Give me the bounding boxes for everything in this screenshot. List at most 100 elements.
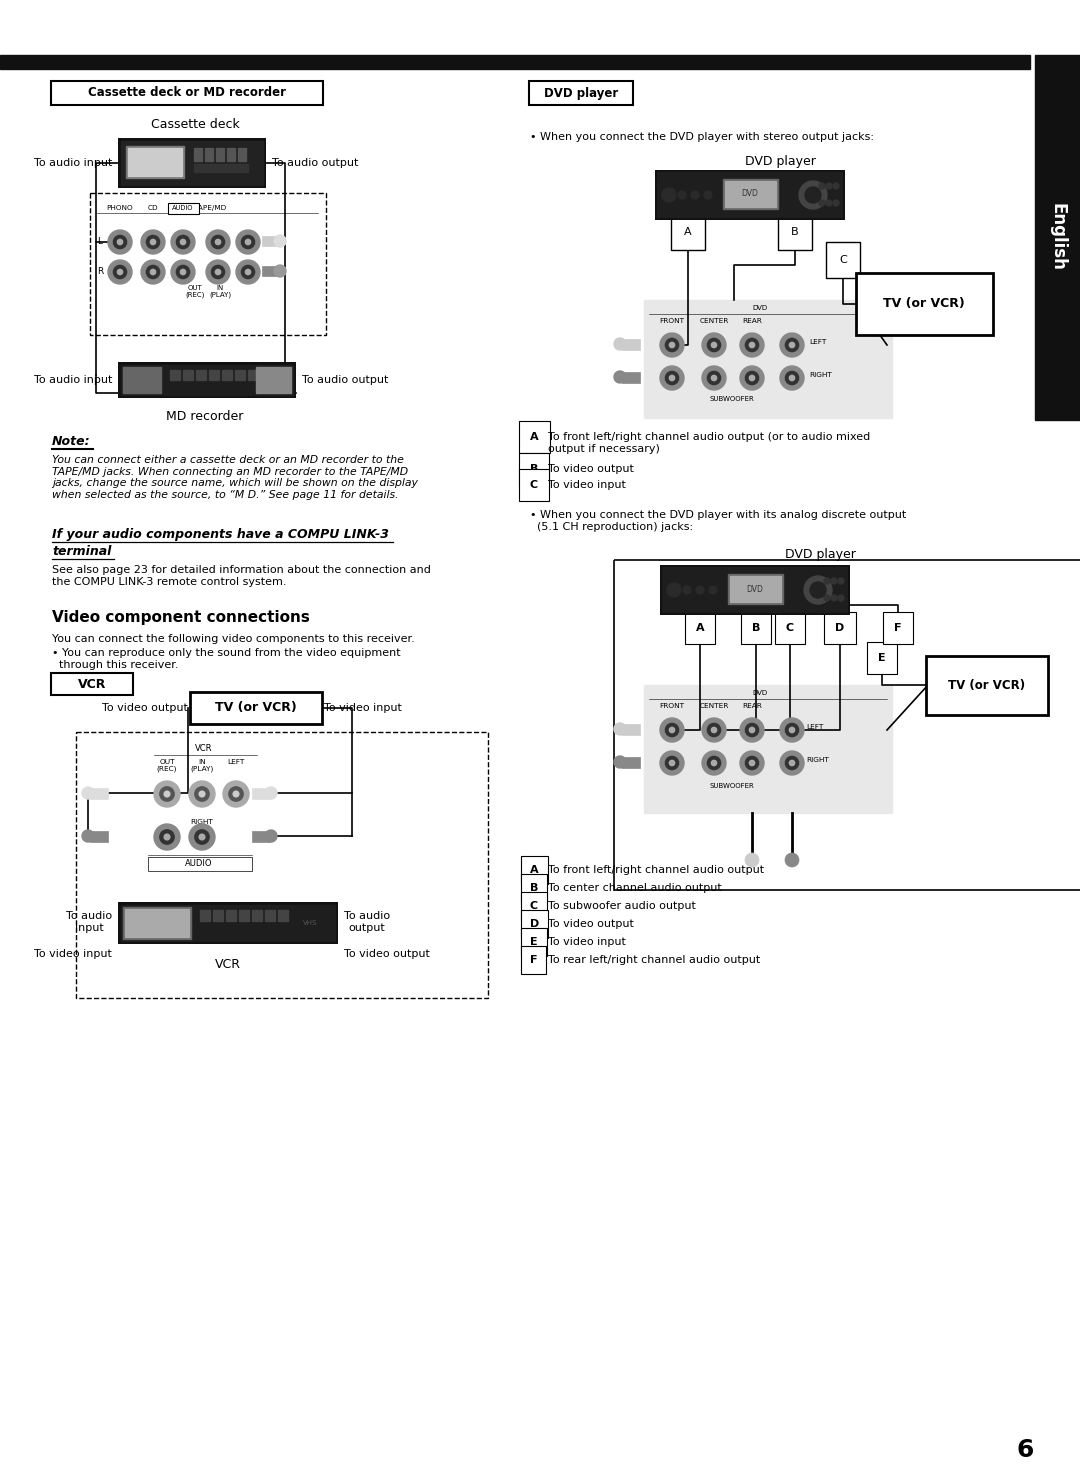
Text: TV (or VCR): TV (or VCR) — [948, 679, 1026, 691]
Text: MD recorder: MD recorder — [166, 409, 244, 423]
Circle shape — [212, 265, 225, 279]
Circle shape — [740, 750, 764, 776]
Circle shape — [702, 718, 726, 742]
Text: C: C — [839, 255, 847, 265]
Circle shape — [147, 236, 160, 249]
Text: To center channel audio output: To center channel audio output — [548, 882, 721, 893]
Circle shape — [108, 230, 132, 254]
Text: OUT
(REC): OUT (REC) — [157, 759, 177, 773]
Circle shape — [199, 833, 205, 839]
Circle shape — [785, 724, 798, 737]
Text: C: C — [786, 623, 794, 633]
Circle shape — [245, 239, 251, 245]
Bar — [123, 366, 161, 393]
Text: AUDIO: AUDIO — [172, 205, 193, 211]
Circle shape — [833, 200, 839, 206]
Text: Note:: Note: — [52, 435, 91, 448]
Bar — [227, 148, 235, 162]
Text: If your audio components have a COMPU LINK-3: If your audio components have a COMPU LI… — [52, 528, 389, 541]
Bar — [121, 141, 264, 185]
Circle shape — [194, 830, 210, 844]
Circle shape — [222, 782, 249, 807]
Circle shape — [665, 724, 678, 737]
Bar — [252, 911, 262, 921]
Text: DVD: DVD — [746, 584, 764, 593]
Text: A: A — [696, 623, 704, 633]
Circle shape — [660, 366, 684, 390]
Circle shape — [789, 375, 795, 381]
Circle shape — [82, 787, 94, 799]
Text: REAR: REAR — [742, 703, 761, 709]
Circle shape — [274, 265, 286, 277]
Text: OUT
(REC): OUT (REC) — [186, 285, 205, 298]
Text: A: A — [530, 432, 539, 442]
Circle shape — [810, 581, 826, 598]
Bar — [654, 171, 845, 219]
Bar — [1035, 55, 1080, 420]
Circle shape — [237, 230, 260, 254]
Circle shape — [113, 265, 126, 279]
Circle shape — [789, 343, 795, 347]
Circle shape — [206, 230, 230, 254]
Bar — [728, 574, 783, 604]
Text: CENTER: CENTER — [700, 317, 729, 323]
Text: L: L — [97, 237, 103, 246]
Circle shape — [670, 727, 675, 733]
Text: DVD: DVD — [742, 190, 758, 199]
Text: F: F — [530, 955, 538, 965]
Text: A: A — [530, 865, 539, 875]
Circle shape — [615, 756, 626, 768]
Circle shape — [141, 260, 165, 285]
Text: To audio input: To audio input — [33, 159, 112, 168]
Text: REAR: REAR — [742, 317, 761, 323]
Text: TAPE/MD: TAPE/MD — [194, 205, 226, 211]
Bar — [622, 340, 640, 350]
Text: A: A — [685, 227, 692, 237]
Text: Cassette deck or MD recorder: Cassette deck or MD recorder — [87, 86, 286, 99]
Circle shape — [108, 260, 132, 285]
Text: RIGHT: RIGHT — [190, 819, 214, 825]
Bar — [265, 911, 275, 921]
Bar — [222, 369, 232, 380]
Circle shape — [707, 371, 720, 384]
Circle shape — [702, 366, 726, 390]
Circle shape — [785, 756, 798, 770]
Text: VHS: VHS — [302, 919, 318, 925]
Bar — [90, 830, 108, 842]
FancyBboxPatch shape — [926, 655, 1048, 715]
Circle shape — [780, 750, 804, 776]
Bar — [121, 905, 335, 942]
Bar — [129, 148, 183, 176]
Circle shape — [831, 578, 837, 584]
Circle shape — [245, 270, 251, 274]
Circle shape — [118, 270, 123, 274]
Circle shape — [678, 191, 686, 199]
Circle shape — [804, 575, 832, 604]
Circle shape — [82, 830, 94, 842]
Circle shape — [707, 724, 720, 737]
Text: Video component connections: Video component connections — [52, 610, 310, 624]
Circle shape — [824, 595, 831, 601]
Text: IN
(PLAY): IN (PLAY) — [208, 285, 231, 298]
Circle shape — [819, 182, 825, 188]
Circle shape — [785, 338, 798, 351]
Text: AUDIO: AUDIO — [186, 859, 213, 868]
Circle shape — [180, 270, 186, 274]
Circle shape — [242, 265, 255, 279]
Text: RIGHT: RIGHT — [806, 756, 828, 762]
Circle shape — [660, 750, 684, 776]
Bar — [256, 366, 291, 393]
Circle shape — [265, 830, 276, 842]
Circle shape — [805, 187, 821, 203]
Bar — [622, 756, 640, 768]
Circle shape — [233, 790, 239, 796]
Circle shape — [194, 787, 210, 801]
Bar — [615, 561, 1080, 890]
Circle shape — [789, 727, 795, 733]
Circle shape — [780, 366, 804, 390]
Circle shape — [150, 270, 156, 274]
Text: See also page 23 for detailed information about the connection and
the COMPU LIN: See also page 23 for detailed informatio… — [52, 565, 431, 587]
Circle shape — [785, 853, 799, 868]
Text: Cassette deck: Cassette deck — [150, 119, 240, 131]
FancyBboxPatch shape — [76, 733, 488, 998]
